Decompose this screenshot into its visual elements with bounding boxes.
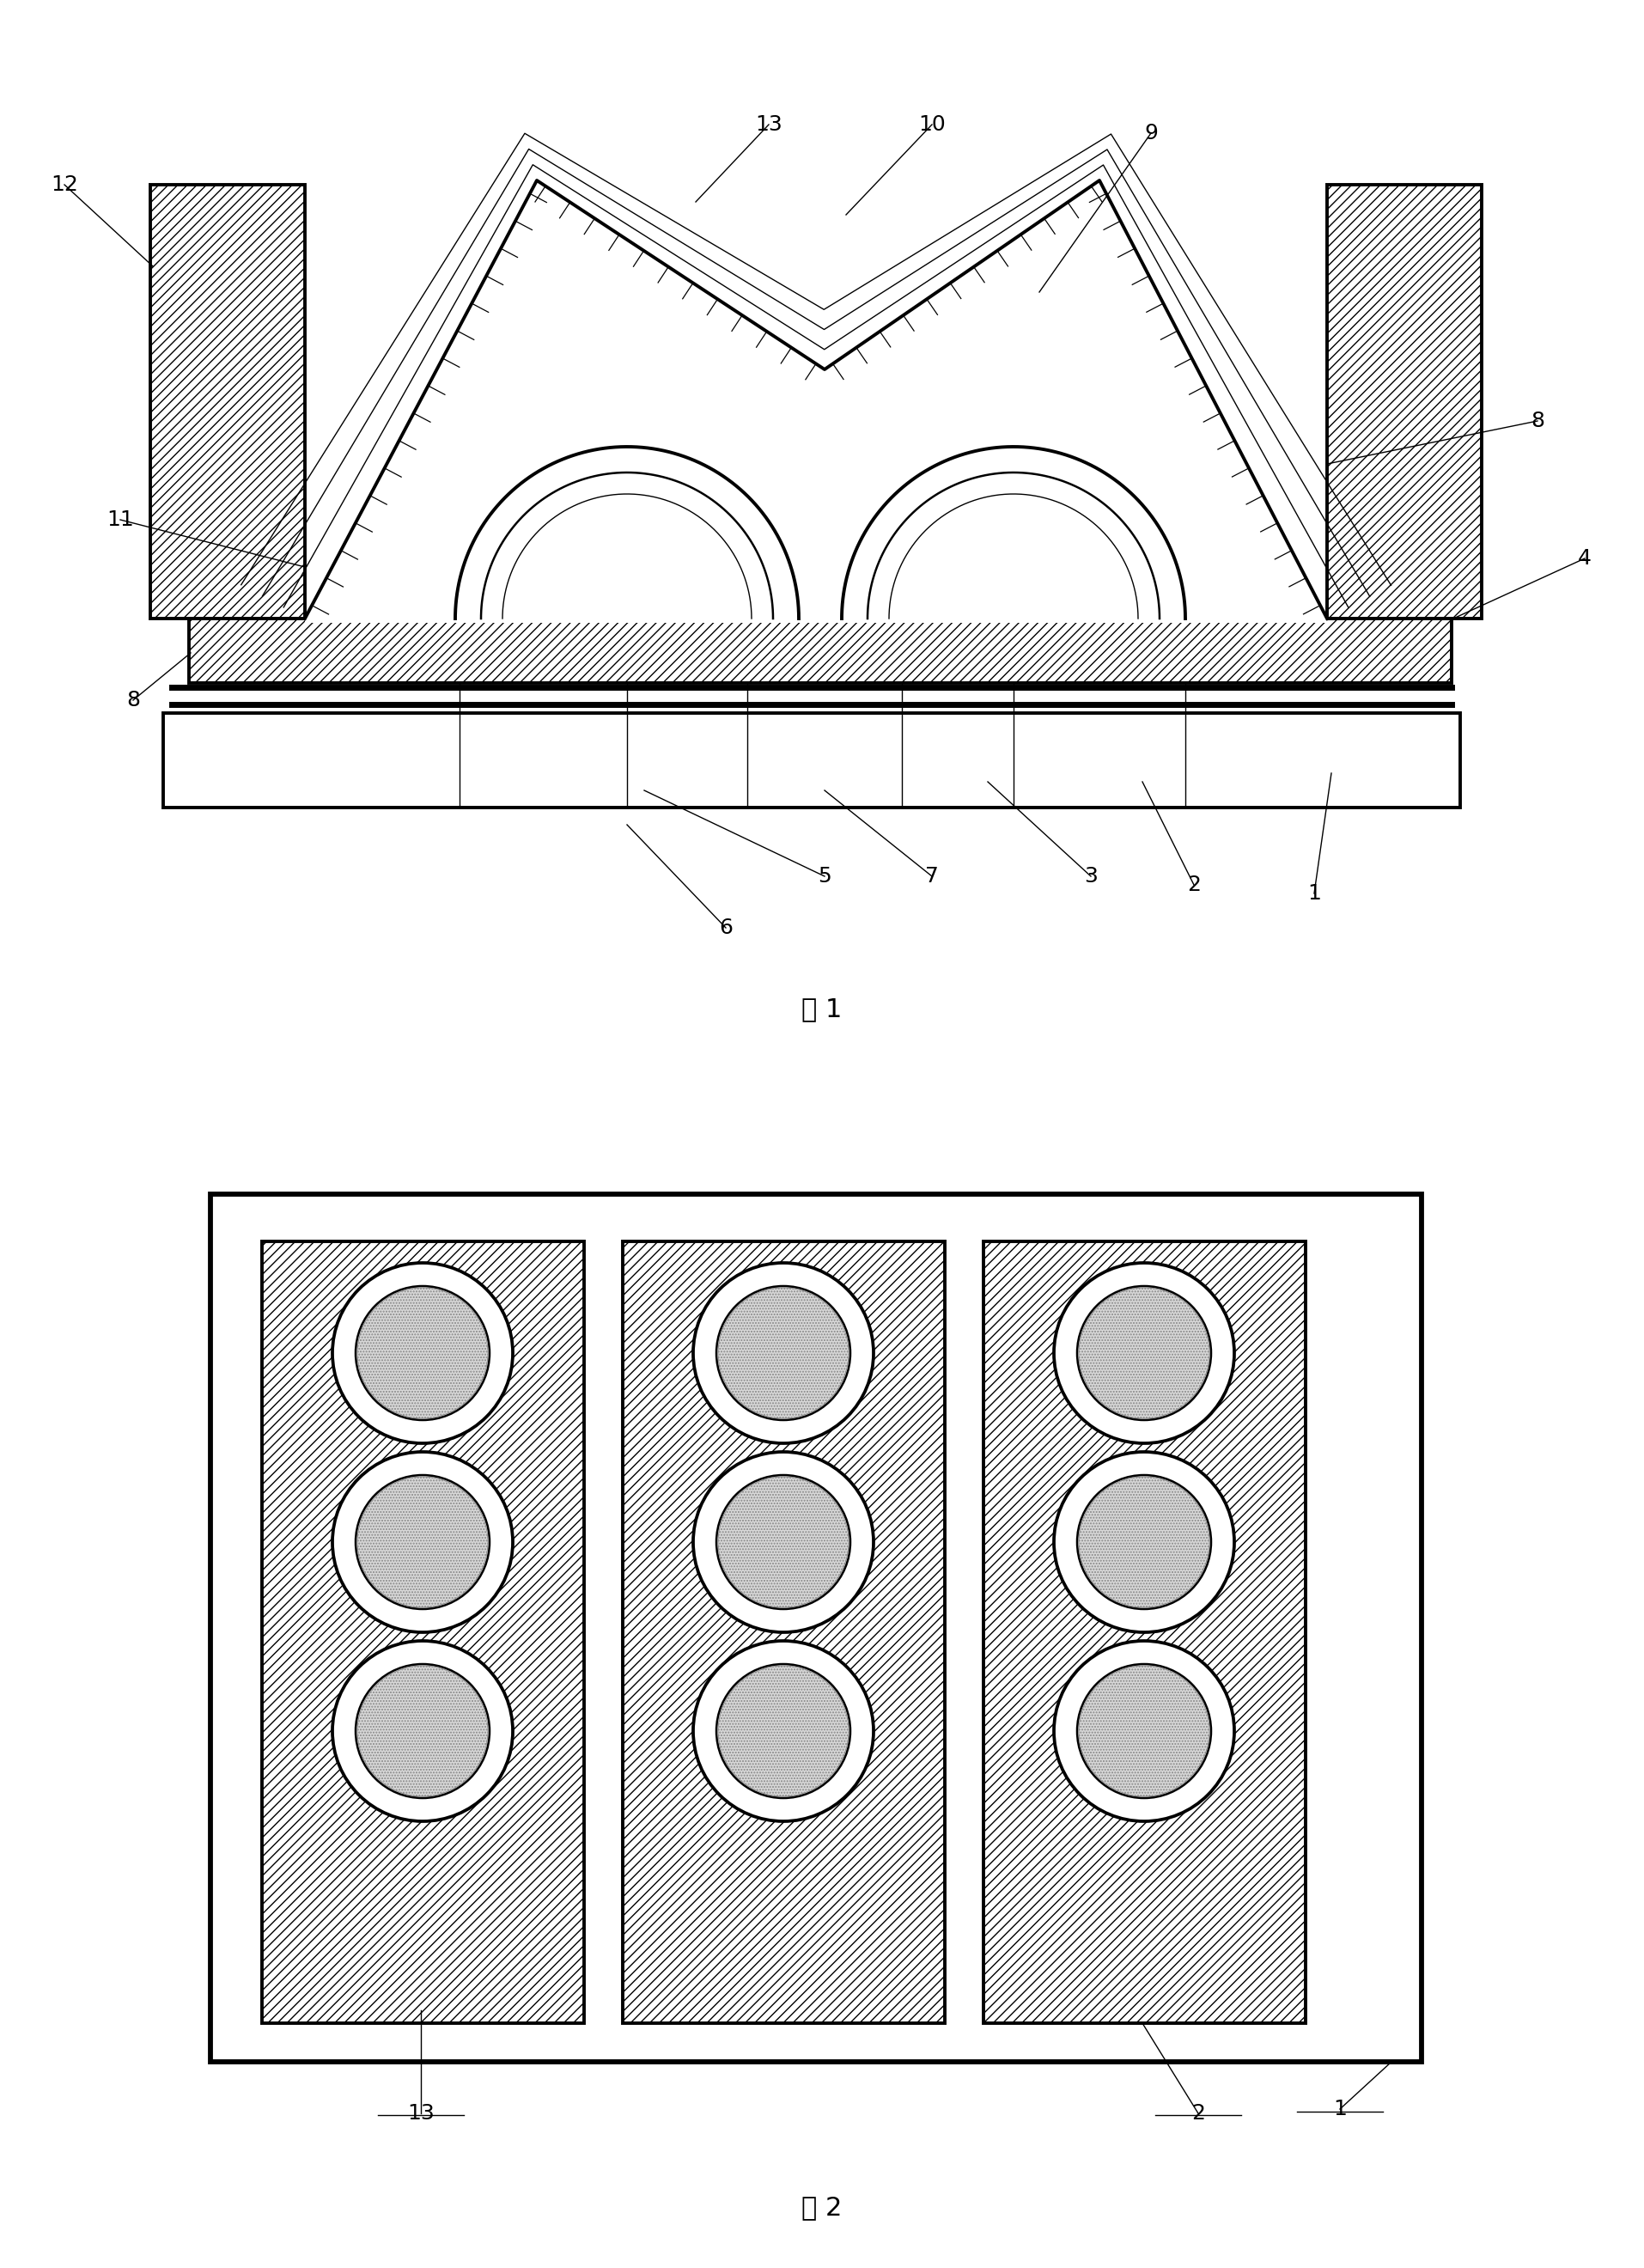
Text: 3: 3: [1083, 866, 1097, 887]
Text: 11: 11: [107, 510, 133, 531]
Bar: [163, 712, 1460, 807]
Circle shape: [1077, 1286, 1210, 1420]
Text: 图 1: 图 1: [801, 998, 842, 1023]
Circle shape: [692, 1640, 873, 1821]
Text: 13: 13: [408, 2102, 434, 2123]
Circle shape: [692, 1452, 873, 1633]
Text: 13: 13: [755, 113, 783, 134]
Text: 图 2: 图 2: [801, 2195, 842, 2220]
Text: 2: 2: [1190, 2102, 1205, 2123]
Text: 1: 1: [1332, 2098, 1346, 2118]
Circle shape: [332, 1640, 513, 1821]
Circle shape: [717, 1665, 850, 1799]
Circle shape: [692, 1263, 873, 1442]
Text: 7: 7: [924, 866, 939, 887]
Text: 10: 10: [917, 113, 945, 134]
Bar: [261, 1241, 584, 2023]
Bar: [983, 1241, 1305, 2023]
Text: 8: 8: [1531, 411, 1544, 431]
Circle shape: [1077, 1665, 1210, 1799]
Polygon shape: [304, 181, 1327, 624]
Text: 2: 2: [1187, 875, 1200, 896]
Circle shape: [1054, 1640, 1233, 1821]
Text: 4: 4: [1577, 549, 1591, 569]
Text: 5: 5: [817, 866, 830, 887]
Text: 6: 6: [718, 919, 732, 939]
Circle shape: [332, 1263, 513, 1442]
Text: 8: 8: [127, 689, 140, 710]
Bar: [150, 184, 304, 619]
Circle shape: [355, 1286, 490, 1420]
Text: 9: 9: [1144, 122, 1157, 143]
Circle shape: [332, 1452, 513, 1633]
Circle shape: [355, 1474, 490, 1608]
Circle shape: [717, 1286, 850, 1420]
Circle shape: [1054, 1452, 1233, 1633]
Text: 12: 12: [51, 175, 77, 195]
Circle shape: [1054, 1263, 1233, 1442]
Bar: [189, 619, 1452, 683]
Text: 1: 1: [1307, 882, 1320, 903]
Bar: [623, 1241, 944, 2023]
Bar: [210, 1195, 1420, 2062]
Circle shape: [355, 1665, 490, 1799]
Bar: [1327, 184, 1481, 619]
Circle shape: [717, 1474, 850, 1608]
Circle shape: [1077, 1474, 1210, 1608]
